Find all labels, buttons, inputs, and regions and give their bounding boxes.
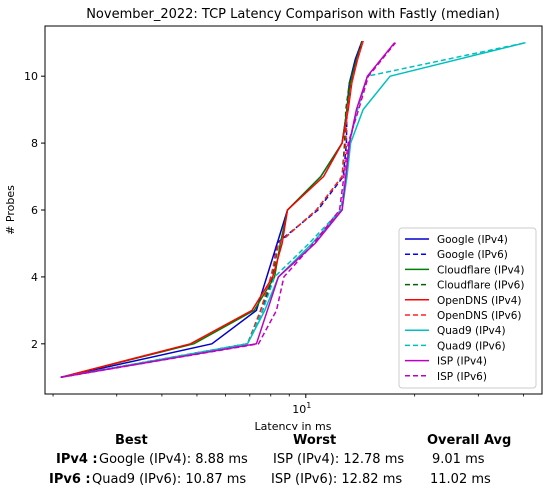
x-axis-ticks: 101 — [52, 394, 524, 416]
x-axis-label: Latency in ms — [255, 420, 332, 430]
legend-label: Google (IPv4) — [437, 234, 508, 246]
stats-row-label-ipv6: IPv6 : — [49, 472, 91, 487]
series-line-isp-ipv6 — [60, 42, 397, 379]
y-axis-ticks: 2 4 6 8 10 — [24, 70, 45, 351]
latency-chart: November_2022: TCP Latency Comparison wi… — [4, 7, 543, 430]
legend-label: Google (IPv6) — [437, 249, 508, 261]
legend-label: Quad9 (IPv6) — [437, 340, 506, 352]
legend-label: OpenDNS (IPv6) — [437, 310, 522, 322]
y-tick-label: 4 — [31, 271, 38, 284]
y-tick-label: 2 — [31, 338, 38, 351]
stats-worst-ipv6: ISP (IPv6): 12.82 ms — [271, 472, 403, 487]
legend-label: Cloudflare (IPv4) — [437, 264, 524, 276]
series-line-cloudflare-ipv4 — [60, 40, 364, 379]
legend: Google (IPv4) Google (IPv6) Cloudflare (IP… — [398, 227, 537, 389]
legend-label: OpenDNS (IPv4) — [437, 295, 522, 307]
stats-header-best: Best — [115, 433, 148, 448]
series-line-quad9-ipv6 — [60, 41, 526, 379]
y-axis-label: # Probes — [4, 185, 17, 235]
legend-label: Cloudflare (IPv6) — [437, 280, 524, 292]
y-tick-label: 10 — [24, 70, 38, 83]
stats-worst-ipv4: ISP (IPv4): 12.78 ms — [273, 452, 405, 467]
stats-avg-ipv4: 9.01 ms — [432, 452, 485, 467]
legend-label: ISP (IPv4) — [437, 356, 487, 368]
stats-header-worst: Worst — [293, 433, 337, 448]
series-layer — [60, 40, 526, 379]
y-tick-label: 8 — [31, 137, 38, 150]
stats-best-ipv4: Google (IPv4): 8.88 ms — [99, 452, 248, 467]
series-line-opendns-ipv6 — [60, 40, 364, 379]
y-tick-label: 6 — [31, 204, 38, 217]
x-tick-label: 101 — [292, 401, 311, 416]
stats-row-label-ipv4: IPv4 : — [56, 452, 98, 467]
legend-frame — [398, 227, 537, 389]
series-line-isp-ipv4 — [60, 42, 396, 379]
stats-avg-ipv6: 11.02 ms — [430, 472, 491, 487]
stats-header-avg: Overall Avg — [427, 433, 512, 448]
stats-best-ipv6: Quad9 (IPv6): 10.87 ms — [92, 472, 247, 487]
legend-label: ISP (IPv6) — [437, 371, 487, 383]
legend-label: Quad9 (IPv4) — [437, 325, 506, 337]
chart-title: November_2022: TCP Latency Comparison wi… — [86, 7, 500, 22]
series-line-opendns-ipv4 — [60, 40, 364, 379]
